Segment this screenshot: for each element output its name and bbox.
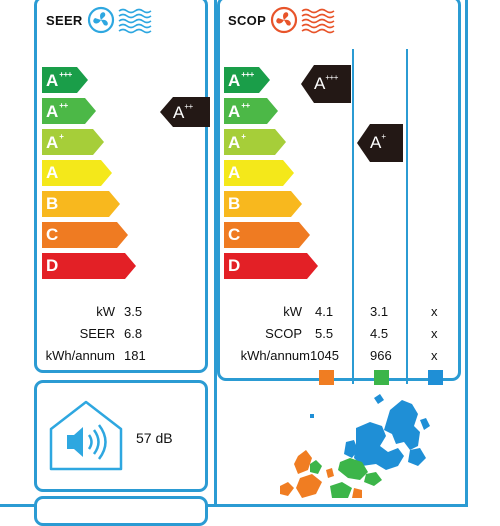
scop-kw-label: kW (283, 304, 302, 319)
seer-kw-label: kW (96, 304, 115, 319)
seer-scale-letter-3: A (46, 163, 59, 182)
seer-annual-label: kWh/annum (45, 348, 115, 363)
scop-scale-bar-2: A+ (224, 129, 286, 155)
seer-rating-arrow: A++ (160, 97, 210, 132)
seer-scale-letter-6: D (46, 256, 59, 275)
scop-kw-colder: x (431, 304, 438, 319)
scop-warmer-rating-letter: A (314, 74, 326, 93)
seer-scale-letter-0: A (46, 71, 59, 90)
seer-scale-bar-1: A++ (42, 98, 96, 124)
scop-average-rating-letter: A (370, 133, 382, 152)
scop-title: SCOP (228, 13, 267, 28)
scop-column-divider-2 (406, 49, 408, 384)
seer-seer-value: 6.8 (124, 326, 143, 341)
scop-scop-label: SCOP (265, 326, 302, 341)
noise-panel: 57 dB (34, 380, 208, 492)
scop-scale-letter-2: A (228, 133, 241, 152)
scop-scale-bar-4: B (224, 191, 302, 217)
seer-scale-plus-1: ++ (59, 101, 68, 110)
seer-scale-letter-2: A (46, 133, 59, 152)
bottom-panel (34, 496, 208, 526)
scop-scale-letter-1: A (228, 102, 241, 121)
seer-title: SEER (46, 13, 83, 28)
scop-scale-bar-5: C (224, 222, 310, 248)
scop-scop-average: 4.5 (370, 326, 389, 341)
scop-scale-bar-1: A++ (224, 98, 278, 124)
scop-scale-plus-2: + (241, 132, 246, 141)
seer-scale-bar-6: D (42, 253, 136, 279)
seer-scale-bar-2: A+ (42, 129, 104, 155)
scop-scale-letter-6: D (228, 256, 241, 275)
seer-panel: SEER A+++ A++ A+ A B C D A++ kW 3.5 SEER 6.8 k… (34, 0, 210, 373)
seer-scale-bar-3: A (42, 160, 112, 186)
scop-warmer-rating-arrow: A+++ (301, 65, 351, 108)
zone-average-swatch (374, 370, 389, 385)
zone-warmer-swatch (319, 370, 334, 385)
seer-seer-label: SEER (79, 326, 115, 341)
scop-scale-bar-6: D (224, 253, 318, 279)
seer-scale-bar-0: A+++ (42, 67, 88, 93)
seer-scale-bar-4: B (42, 191, 120, 217)
scop-scale-letter-0: A (228, 71, 241, 90)
seer-scale-letter-5: C (46, 225, 59, 244)
seer-scale-letter-1: A (46, 102, 59, 121)
scop-annual-label: kWh/annum (240, 348, 310, 363)
seer-rating-letter: A (173, 103, 185, 122)
scop-scop-colder: x (431, 326, 438, 341)
scop-scale-plus-1: ++ (241, 101, 250, 110)
scop-scale-bar-3: A (224, 160, 294, 186)
scop-kw-warmer: 4.1 (315, 304, 334, 319)
scop-scale-letter-3: A (228, 163, 241, 182)
seer-scale-plus-0: +++ (59, 70, 72, 79)
zone-colder-swatch (428, 370, 443, 385)
scop-scale-plus-0: +++ (241, 70, 254, 79)
seer-annual-value: 181 (124, 348, 146, 363)
scop-average-rating-arrow: A+ (357, 124, 403, 167)
scop-scop-warmer: 5.5 (315, 326, 334, 341)
seer-scale-plus-2: + (59, 132, 64, 141)
scop-annual-colder: x (431, 348, 438, 363)
seer-scale-bar-5: C (42, 222, 128, 248)
seer-kw-value: 3.5 (124, 304, 143, 319)
scop-scale-letter-5: C (228, 225, 241, 244)
seer-scale-letter-4: B (46, 194, 59, 213)
fan-heat-icon (270, 5, 342, 40)
fan-cool-icon (87, 5, 159, 40)
scop-annual-warmer: 1045 (310, 348, 339, 363)
seer-rating-plus: ++ (184, 102, 193, 111)
scop-warmer-rating-plus: +++ (325, 73, 338, 82)
scop-average-rating-plus: + (381, 132, 386, 141)
scop-scale-bar-0: A+++ (224, 67, 270, 93)
scop-column-divider-1 (352, 49, 354, 384)
scop-panel: SCOP A+++ A++ A+ A B C D A+++ A+ kW 4.1 3.1 (217, 0, 461, 385)
scop-scale-letter-4: B (228, 194, 241, 213)
house-speaker-icon (47, 399, 125, 476)
scop-kw-average: 3.1 (370, 304, 389, 319)
scop-annual-average: 966 (370, 348, 392, 363)
europe-climate-map-icon (270, 390, 440, 505)
noise-level-value: 57 dB (136, 430, 173, 446)
